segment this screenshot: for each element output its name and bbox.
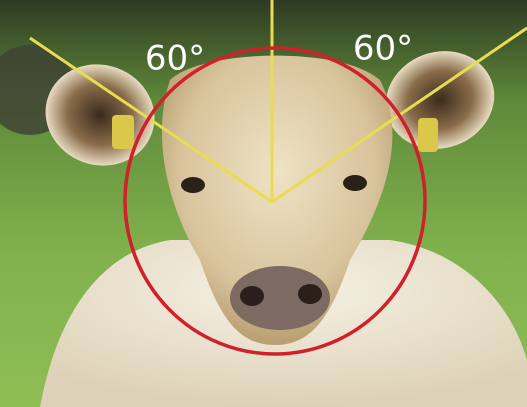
- nostril: [240, 286, 264, 306]
- right-eye: [343, 175, 367, 191]
- ear-tag: [418, 118, 438, 152]
- page: 60° 60° (() => { const data = JSON.parse…: [0, 0, 527, 407]
- nostril: [298, 284, 322, 304]
- angle-label: 60°: [353, 29, 413, 69]
- ear-tag: [112, 115, 134, 149]
- left-eye: [181, 177, 205, 193]
- angle-label: 60°: [145, 39, 205, 79]
- photo: 60° 60°: [0, 0, 527, 407]
